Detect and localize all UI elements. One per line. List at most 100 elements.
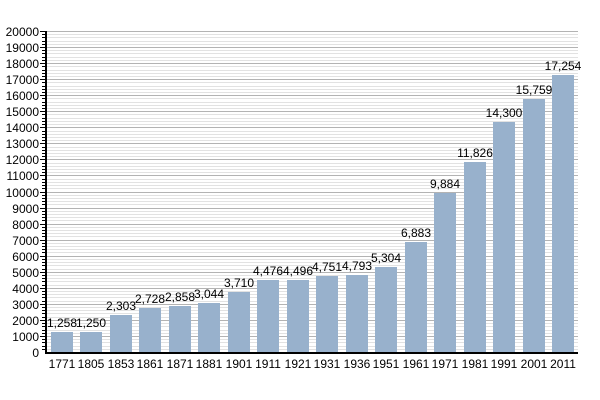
x-tick-label: 1936 — [343, 357, 371, 371]
x-tick-label: 1805 — [77, 357, 105, 371]
y-minor-tick — [42, 195, 45, 196]
y-minor-tick — [42, 211, 45, 212]
bar-1961 — [405, 242, 427, 352]
y-minor-tick — [42, 121, 45, 122]
x-tick-label: 1881 — [195, 357, 223, 371]
y-minor-tick — [42, 339, 45, 340]
y-tick-label: 0 — [32, 346, 39, 360]
y-minor-tick — [42, 342, 45, 343]
gridline-minor — [47, 70, 578, 71]
gridline-minor — [47, 89, 578, 90]
y-minor-tick — [42, 220, 45, 221]
bar-1921 — [287, 280, 309, 352]
bar-1901 — [228, 292, 250, 352]
y-minor-tick — [42, 156, 45, 157]
y-major-tick — [40, 159, 45, 160]
y-minor-tick — [42, 89, 45, 90]
y-minor-tick — [42, 34, 45, 35]
x-tick-label: 1981 — [461, 357, 489, 371]
x-tick-label: 1861 — [136, 357, 164, 371]
y-minor-tick — [42, 163, 45, 164]
gridline-minor — [47, 41, 578, 42]
y-major-tick — [40, 127, 45, 128]
y-minor-tick — [42, 291, 45, 292]
gridline-minor — [47, 57, 578, 58]
y-minor-tick — [42, 105, 45, 106]
x-tick-label: 1771 — [48, 357, 76, 371]
y-minor-tick — [42, 252, 45, 253]
y-tick-label: 13000 — [5, 137, 39, 151]
bar-value-label: 3,044 — [193, 287, 225, 301]
y-minor-tick — [42, 278, 45, 279]
y-minor-tick — [42, 44, 45, 45]
y-minor-tick — [42, 172, 45, 173]
y-minor-tick — [42, 131, 45, 132]
y-major-tick — [40, 320, 45, 321]
y-major-tick — [40, 47, 45, 48]
bar-value-label: 5,304 — [370, 251, 402, 265]
gridline-major — [47, 47, 578, 48]
x-tick-label: 1921 — [284, 357, 312, 371]
y-minor-tick — [42, 182, 45, 183]
bar-value-label: 6,883 — [400, 226, 432, 240]
y-major-tick — [40, 256, 45, 257]
y-minor-tick — [42, 169, 45, 170]
y-minor-tick — [42, 259, 45, 260]
y-minor-tick — [42, 86, 45, 87]
bar-value-label: 4,751 — [311, 260, 343, 274]
y-minor-tick — [42, 236, 45, 237]
x-tick-label: 2001 — [520, 357, 548, 371]
bar-2011 — [552, 75, 574, 352]
y-minor-tick — [42, 198, 45, 199]
x-axis-line — [45, 352, 578, 354]
bar-value-label: 1,250 — [75, 316, 107, 330]
y-minor-tick — [42, 76, 45, 77]
y-minor-tick — [42, 217, 45, 218]
y-minor-tick — [42, 333, 45, 334]
y-minor-tick — [42, 227, 45, 228]
bar-value-label: 1,258 — [46, 316, 78, 330]
gridline-major — [47, 31, 578, 32]
y-major-tick — [40, 192, 45, 193]
y-minor-tick — [42, 188, 45, 189]
y-minor-tick — [42, 307, 45, 308]
y-minor-tick — [42, 185, 45, 186]
y-minor-tick — [42, 53, 45, 54]
bar-value-label: 17,254 — [544, 59, 582, 73]
x-tick-label: 1901 — [225, 357, 253, 371]
y-minor-tick — [42, 50, 45, 51]
bar-1853 — [110, 315, 132, 352]
gridline-major — [47, 63, 578, 64]
y-minor-tick — [42, 118, 45, 119]
y-tick-label: 7000 — [12, 234, 39, 248]
y-minor-tick — [42, 150, 45, 151]
bar-1951 — [375, 267, 397, 352]
y-minor-tick — [42, 82, 45, 83]
y-minor-tick — [42, 230, 45, 231]
bar-1861 — [139, 308, 161, 352]
y-minor-tick — [42, 262, 45, 263]
bar-value-label: 2,858 — [164, 290, 196, 304]
y-major-tick — [40, 111, 45, 112]
bar-1871 — [169, 306, 191, 352]
bar-1771 — [51, 332, 73, 352]
y-minor-tick — [42, 249, 45, 250]
bar-value-label: 11,826 — [457, 146, 493, 160]
y-minor-tick — [42, 243, 45, 244]
y-major-tick — [40, 63, 45, 64]
y-major-tick — [40, 304, 45, 305]
y-minor-tick — [42, 137, 45, 138]
y-tick-label: 16000 — [5, 89, 39, 103]
bar-1881 — [198, 303, 220, 352]
y-major-tick — [40, 272, 45, 273]
y-minor-tick — [42, 140, 45, 141]
y-minor-tick — [42, 57, 45, 58]
y-tick-label: 9000 — [12, 202, 39, 216]
y-minor-tick — [42, 41, 45, 42]
gridline-minor — [47, 44, 578, 45]
x-tick-label: 1871 — [166, 357, 194, 371]
x-tick-label: 1911 — [255, 357, 281, 371]
gridline-minor — [47, 86, 578, 87]
bar-1911 — [257, 280, 279, 352]
